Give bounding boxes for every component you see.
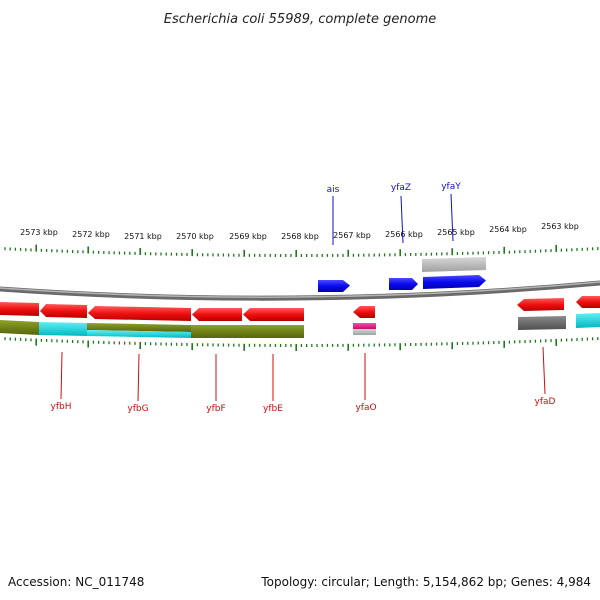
gene-label: yfaD [535,397,556,407]
backbone-highlight [0,281,600,298]
label-leader [542,346,546,395]
gene-yfbH[interactable] [40,304,87,318]
gene-yfaZ[interactable] [389,278,418,290]
scale-label: 2563 kbp [541,222,579,231]
scale-label: 2569 kbp [229,232,267,241]
page-title: Escherichia coli 55989, complete genome [164,12,436,27]
gene-label: yfaZ [391,183,411,193]
genome-summary-text: Topology: circular; Length: 5,154,862 bp… [260,575,591,589]
feature-block [353,323,376,329]
gene-label: yfaY [441,182,461,192]
label-leader [450,193,454,242]
label-leader [400,195,404,244]
feature-block [87,323,191,332]
gene-yfbE[interactable] [243,308,304,321]
feature-block [518,316,566,330]
accession-text: Accession: NC_011748 [8,575,144,589]
scale-label: 2573 kbp [20,228,58,237]
outer-scale-ticks [4,244,599,257]
feature-block [191,325,242,338]
scale-label: 2571 kbp [124,232,162,241]
scale-label: 2568 kbp [281,232,319,241]
label-leader [60,351,63,400]
scale-label: 2565 kbp [437,228,475,237]
scale-label: 2567 kbp [333,231,371,240]
gene-yfaY[interactable] [423,275,486,289]
genome-backbone [0,280,600,301]
feature-block [0,320,39,335]
gene-label: yfbE [263,404,283,414]
feature-block [87,330,191,338]
scale-label: 2572 kbp [72,230,110,239]
gene-label: yfbF [206,404,225,414]
feature-block [242,325,304,338]
gene-label: ais [327,185,340,195]
gene-yfaO[interactable] [353,306,375,318]
inner-scale-ticks [4,337,599,351]
feature-block [39,322,87,336]
scale-labels: 2573 kbp 2572 kbp 2571 kbp 2570 kbp 2569… [20,222,579,241]
gene-yfaD[interactable] [517,298,564,311]
feature-block [576,313,600,328]
scale-label: 2570 kbp [176,232,214,241]
gene-segment[interactable] [0,302,39,316]
gene-segment[interactable] [576,296,600,308]
gene-label: yfbG [127,404,148,414]
feature-block [353,329,376,335]
gene-ais[interactable] [318,280,350,292]
gene-label: yfbH [51,402,72,412]
scale-label: 2566 kbp [385,230,423,239]
label-leader [137,353,140,402]
feature-block [422,257,486,272]
gene-yfbF[interactable] [192,308,242,321]
gene-label: yfaO [355,403,376,413]
scale-label: 2564 kbp [489,225,527,234]
gene-yfbG[interactable] [88,306,191,321]
